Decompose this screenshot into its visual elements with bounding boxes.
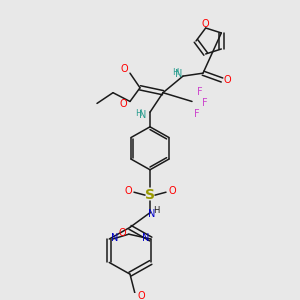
Text: O: O bbox=[120, 64, 128, 74]
Text: H: H bbox=[135, 109, 141, 118]
Text: O: O bbox=[137, 291, 145, 300]
Text: F: F bbox=[202, 98, 208, 108]
Text: O: O bbox=[168, 186, 176, 196]
Text: H: H bbox=[153, 206, 159, 215]
Text: O: O bbox=[119, 228, 127, 238]
Text: F: F bbox=[197, 87, 203, 97]
Text: N: N bbox=[142, 233, 149, 243]
Text: N: N bbox=[148, 209, 156, 219]
Text: O: O bbox=[202, 19, 209, 29]
Text: O: O bbox=[124, 186, 132, 196]
Text: H: H bbox=[172, 68, 178, 77]
Text: O: O bbox=[223, 75, 231, 85]
Text: F: F bbox=[194, 109, 200, 119]
Text: S: S bbox=[145, 188, 155, 202]
Text: N: N bbox=[139, 110, 147, 120]
Text: O: O bbox=[119, 99, 127, 110]
Text: N: N bbox=[110, 233, 118, 243]
Text: N: N bbox=[175, 69, 183, 79]
